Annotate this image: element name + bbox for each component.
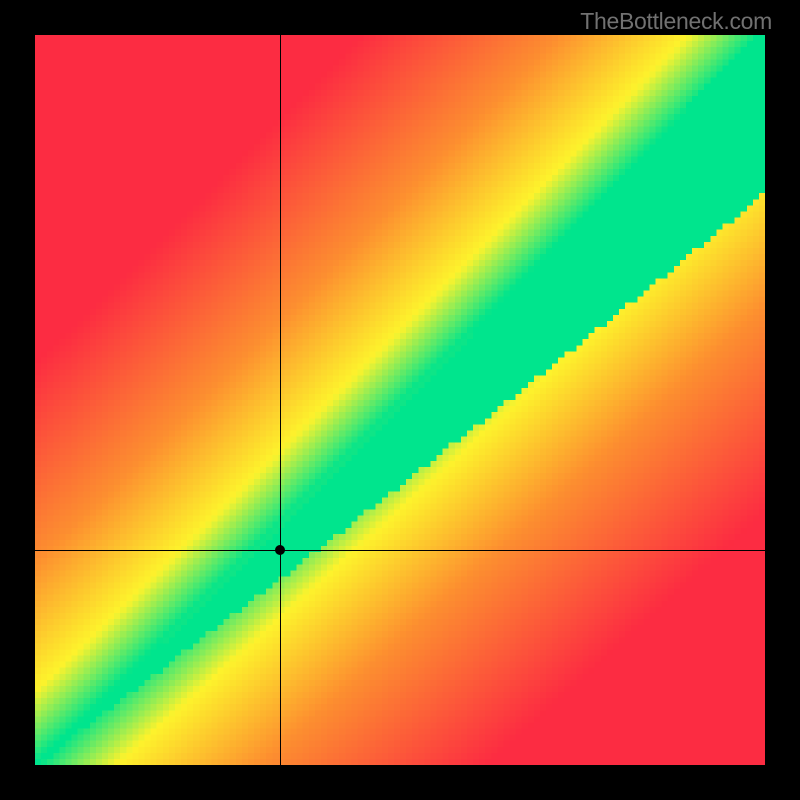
watermark-text: TheBottleneck.com <box>580 8 772 35</box>
crosshair-horizontal <box>35 550 765 551</box>
heatmap-plot <box>35 35 765 765</box>
heatmap-canvas <box>35 35 765 765</box>
marker-dot <box>275 545 285 555</box>
crosshair-vertical <box>280 35 281 765</box>
